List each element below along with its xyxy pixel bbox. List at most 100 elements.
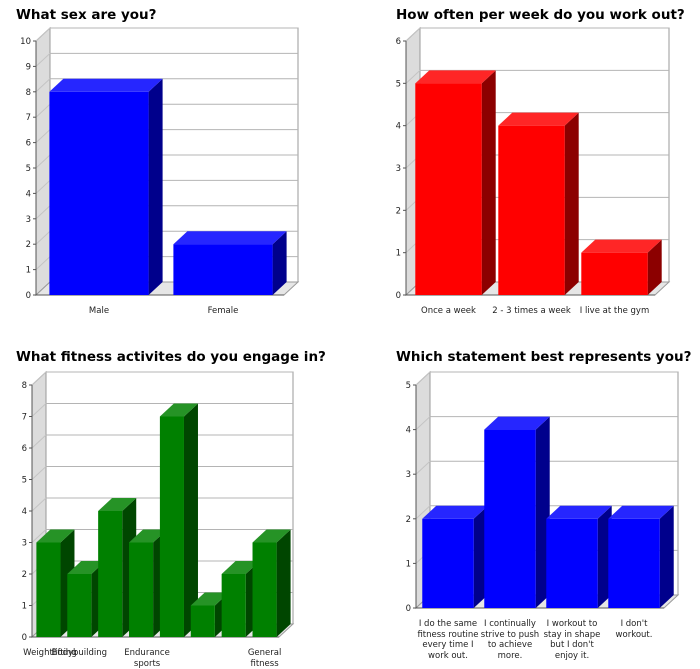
bar <box>608 505 674 608</box>
bar-side <box>535 416 550 608</box>
bar-front <box>252 542 277 637</box>
y-tick-label: 9 <box>26 62 31 72</box>
gridline-side <box>35 27 51 42</box>
y-tick-label: 0 <box>22 633 27 643</box>
x-tick-label: I don't workout. <box>615 619 653 640</box>
y-tick-label: 3 <box>26 215 31 225</box>
y-tick-label: 1 <box>22 602 27 612</box>
bar-side <box>183 403 198 637</box>
bar-front <box>415 83 482 295</box>
y-tick-label: 5 <box>26 164 31 174</box>
bar-top <box>252 529 291 543</box>
chart-panel-statement: Which statement best represents you? 0 1 2… <box>396 349 691 663</box>
bar-top <box>67 561 106 574</box>
y-tick-label: 5 <box>396 79 401 89</box>
bar <box>415 70 496 295</box>
y-tick-label: 7 <box>22 413 27 423</box>
gridline-side <box>31 371 47 386</box>
gridline-side <box>35 230 51 245</box>
y-tick-label: 0 <box>406 604 411 614</box>
bar <box>159 403 198 637</box>
bar-front <box>581 252 648 295</box>
bar-side <box>597 505 612 608</box>
bar-front <box>49 91 149 295</box>
bar <box>546 505 612 608</box>
y-tick-label: 6 <box>396 37 401 47</box>
chart-plot: 0 1 2 3 4 5 <box>406 370 680 614</box>
bar-top <box>221 561 260 574</box>
bar-top <box>173 231 287 245</box>
bar-side <box>148 78 163 295</box>
x-tick-label: Male <box>88 306 110 316</box>
bar-front <box>422 518 474 608</box>
bar-front <box>159 416 184 637</box>
gridline-side <box>35 256 51 270</box>
x-tick-label: Bodybuilding <box>51 648 108 658</box>
bar-top <box>98 498 137 511</box>
y-tick-label: 3 <box>406 470 411 480</box>
gridline-side <box>31 403 47 417</box>
bar-front <box>546 518 598 608</box>
bar <box>422 505 488 608</box>
bar-top <box>484 416 550 430</box>
gridline-side <box>415 460 431 475</box>
bar-front <box>608 518 660 608</box>
bar <box>173 231 287 295</box>
x-tick-label: Endurance sports <box>124 648 170 669</box>
gridline-side <box>31 466 47 480</box>
gridline-side <box>35 154 51 169</box>
x-tick-label: Weightlifting <box>23 648 77 658</box>
bar-top <box>415 70 496 84</box>
chart-plot: 0 1 2 3 4 5 6 7 8 <box>22 370 295 643</box>
gridline-side <box>415 505 431 520</box>
bar <box>484 416 550 608</box>
x-tick-label: I live at the gym <box>579 306 650 316</box>
y-tick-label: 1 <box>396 249 401 259</box>
y-tick-label: 5 <box>406 381 411 391</box>
bar-top <box>422 505 488 519</box>
bar-front <box>129 542 154 637</box>
bar-top <box>129 529 168 543</box>
bar-side <box>481 70 496 295</box>
bar-side <box>276 529 291 637</box>
bar-side <box>272 231 287 295</box>
gridline-side <box>415 371 431 386</box>
y-tick-label: 4 <box>406 426 411 436</box>
y-tick-label: 8 <box>22 381 27 391</box>
bar-front <box>484 429 536 608</box>
chart-panel-fitness-activities: What fitness activites do you engage in?… <box>16 349 326 669</box>
bar-top <box>608 505 674 519</box>
bar-front <box>173 244 273 295</box>
x-tick-label: I do the same fitness routine every time… <box>417 619 479 661</box>
chart-title: What fitness activites do you engage in? <box>16 349 326 365</box>
gridline-side <box>415 416 431 430</box>
bar-side <box>659 505 674 608</box>
bar-top <box>36 529 75 543</box>
bar-top <box>49 78 163 92</box>
y-tick-label: 6 <box>26 139 31 149</box>
x-tick-label: Once a week <box>421 306 476 316</box>
chart-plot: 0 1 2 3 4 5 6 <box>396 26 671 301</box>
bar-front <box>67 574 92 637</box>
y-tick-label: 5 <box>22 476 27 486</box>
x-tick-label: 2 - 3 times a week <box>492 306 571 316</box>
y-tick-label: 0 <box>396 291 401 301</box>
bar-top <box>581 239 662 253</box>
y-tick-label: 2 <box>26 240 31 250</box>
x-tick-label: General fitness <box>247 648 282 669</box>
y-tick-label: 4 <box>396 122 401 132</box>
bar-top <box>498 112 579 126</box>
chart-title: What sex are you? <box>16 7 157 23</box>
gridline-side <box>31 434 47 449</box>
bar-side <box>647 239 662 295</box>
y-tick-label: 4 <box>26 189 31 199</box>
y-tick-label: 10 <box>20 37 31 47</box>
bar-top <box>546 505 612 519</box>
bar-top <box>159 403 198 417</box>
chart-panel-workout-frequency: How often per week do you work out? 0 1 2 3… <box>396 7 690 327</box>
gridline-side <box>405 69 421 84</box>
chart-panel-sex: What sex are you? 0 1 2 3 4 5 6 7 8 9 10 Male Femal… <box>16 7 306 327</box>
bar <box>252 529 291 637</box>
bar-front <box>98 511 123 637</box>
y-tick-label: 8 <box>26 88 31 98</box>
